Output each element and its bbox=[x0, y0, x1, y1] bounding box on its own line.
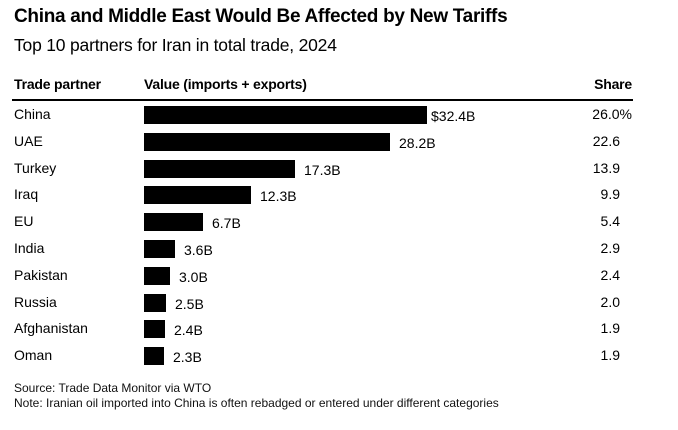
share-label: 5.4 bbox=[600, 213, 620, 230]
value-label: $32.4B bbox=[431, 108, 476, 124]
partner-label: Iraq bbox=[14, 186, 39, 203]
table-row: Afghanistan 2.4B 1.9 bbox=[0, 317, 678, 344]
value-label: 2.5B bbox=[175, 295, 204, 312]
share-label: 2.0 bbox=[600, 293, 620, 310]
share-label: 13.9 bbox=[592, 159, 620, 176]
source-note: Source: Trade Data Monitor via WTO bbox=[14, 381, 212, 395]
share-label: 2.4 bbox=[600, 266, 620, 283]
table-row: Pakistan 3.0B 2.4 bbox=[0, 264, 678, 291]
table-row: India 3.6B 2.9 bbox=[0, 237, 678, 264]
table-row: China $32.4B 26.0% bbox=[0, 103, 678, 130]
share-label: 26.0% bbox=[592, 106, 632, 122]
bar bbox=[144, 266, 170, 285]
column-header-share: Share bbox=[594, 76, 632, 92]
value-label: 2.4B bbox=[174, 322, 203, 339]
share-label: 1.9 bbox=[600, 347, 620, 364]
partner-label: Afghanistan bbox=[14, 320, 88, 337]
bar bbox=[144, 240, 175, 258]
table-row: UAE 28.2B 22.6 bbox=[0, 130, 678, 157]
bar bbox=[144, 159, 295, 178]
table-row: Oman 2.3B 1.9 bbox=[0, 344, 678, 371]
column-header-partner: Trade partner bbox=[14, 76, 101, 92]
value-label: 3.6B bbox=[184, 242, 213, 258]
column-header-value: Value (imports + exports) bbox=[144, 76, 307, 92]
value-label: 2.3B bbox=[173, 349, 202, 366]
bar bbox=[144, 132, 390, 151]
bar bbox=[144, 213, 203, 232]
footnote: Note: Iranian oil imported into China is… bbox=[14, 396, 499, 410]
partner-label: Russia bbox=[14, 293, 57, 310]
header-rule bbox=[12, 99, 633, 101]
partner-label: Turkey bbox=[14, 159, 57, 176]
value-label: 12.3B bbox=[260, 188, 297, 205]
table-row: Iraq 12.3B 9.9 bbox=[0, 183, 678, 210]
partner-label: China bbox=[14, 106, 51, 122]
share-label: 22.6 bbox=[592, 132, 620, 149]
share-label: 9.9 bbox=[600, 186, 620, 203]
share-label: 2.9 bbox=[600, 240, 620, 256]
partner-label: Pakistan bbox=[14, 266, 68, 283]
share-label: 1.9 bbox=[600, 320, 620, 337]
partner-label: India bbox=[14, 240, 45, 256]
value-label: 17.3B bbox=[304, 161, 341, 178]
partner-label: UAE bbox=[14, 132, 43, 149]
bar bbox=[144, 347, 164, 366]
bar bbox=[144, 106, 427, 124]
bar bbox=[144, 293, 166, 312]
table-row: EU 6.7B 5.4 bbox=[0, 210, 678, 237]
bar bbox=[144, 186, 251, 205]
table-row: Russia 2.5B 2.0 bbox=[0, 291, 678, 318]
chart-title: China and Middle East Would Be Affected … bbox=[14, 6, 508, 27]
value-label: 3.0B bbox=[179, 268, 208, 285]
table-row: Turkey 17.3B 13.9 bbox=[0, 157, 678, 184]
partner-label: Oman bbox=[14, 347, 53, 364]
value-label: 6.7B bbox=[212, 215, 241, 232]
bar bbox=[144, 320, 165, 339]
value-label: 28.2B bbox=[399, 134, 436, 151]
partner-label: EU bbox=[14, 213, 34, 230]
chart-subtitle: Top 10 partners for Iran in total trade,… bbox=[14, 35, 337, 55]
